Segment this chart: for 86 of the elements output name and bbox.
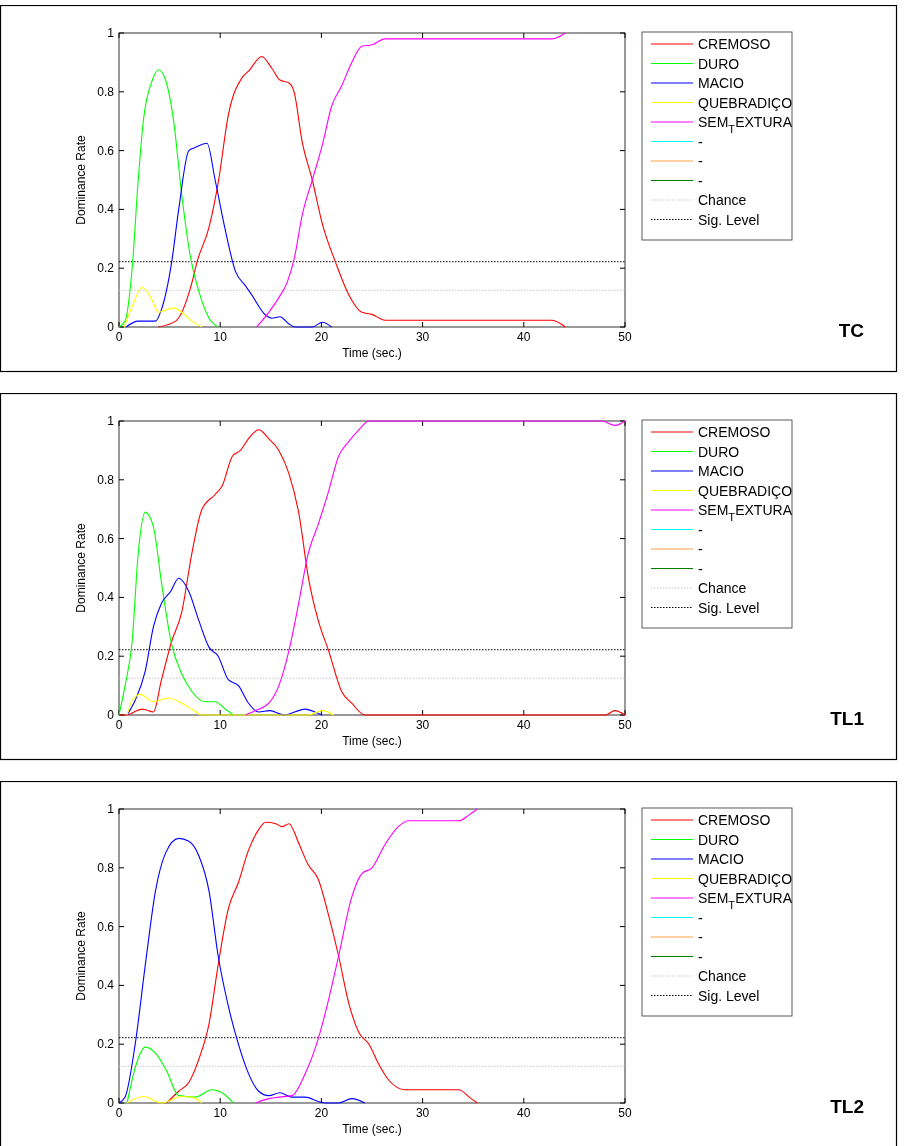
line-series	[126, 693, 335, 716]
legend-label: DURO	[698, 55, 740, 72]
legend-label: -	[698, 929, 703, 945]
legend-label: SEM$_{T}$EXTURA	[698, 502, 793, 523]
text: TC	[838, 320, 865, 341]
line-series	[118, 837, 366, 1104]
legend-label: -	[698, 948, 703, 965]
legend-label: -	[698, 133, 703, 150]
legend-label: CREMOSO	[698, 36, 771, 52]
legend-label: SEM$_{T}$EXTURA	[698, 890, 793, 911]
x-tick-label: 30	[415, 718, 430, 732]
line-series	[256, 32, 566, 328]
line-series	[126, 577, 323, 716]
legend-label: Sig. Level	[698, 599, 760, 616]
legend-label: Sig. Level	[698, 987, 760, 1004]
y-tick-label: 0.2	[97, 1037, 115, 1052]
x-tick-label: 30	[415, 330, 430, 344]
y-axis-title: Dominance Rate	[74, 134, 88, 225]
line-series	[244, 420, 626, 716]
line-series	[123, 286, 203, 328]
legend-label: -	[698, 541, 703, 557]
y-tick-label: 1	[107, 802, 115, 816]
text: TL1	[830, 708, 865, 729]
x-axis-title: Time (sec.)	[342, 1122, 402, 1136]
x-tick-label: 40	[517, 718, 531, 732]
text: TL2	[830, 1096, 864, 1117]
legend-label: QUEBRADIÇO	[698, 482, 793, 499]
y-tick-label: 0.2	[97, 649, 115, 664]
x-tick-label: 20	[314, 330, 329, 344]
line-series	[166, 821, 478, 1104]
legend-label: Chance	[698, 580, 747, 596]
legend-label: DURO	[698, 443, 740, 460]
x-tick-label: 40	[517, 1106, 531, 1120]
legend-label: -	[698, 909, 703, 926]
y-tick-label: 0	[107, 1096, 115, 1110]
legend-label: -	[698, 560, 703, 577]
x-tick-label: 40	[517, 330, 531, 344]
y-tick-label: 1	[107, 414, 115, 428]
legend-label: MACIO	[698, 75, 744, 91]
y-tick-label: 0.8	[97, 472, 115, 487]
legend-label: -	[698, 521, 703, 538]
x-tick-label: 30	[415, 1106, 430, 1120]
legend-label: MACIO	[698, 851, 744, 867]
y-tick-label: 0.4	[97, 590, 115, 605]
line-series	[255, 808, 478, 1104]
y-tick-label: 0.4	[97, 978, 115, 993]
y-tick-label: 0.6	[97, 143, 115, 158]
x-tick-label: 10	[213, 1106, 228, 1120]
line-series	[118, 69, 219, 328]
line-series	[157, 55, 566, 328]
y-tick-label: 0.8	[97, 84, 115, 99]
legend-label: Sig. Level	[698, 211, 760, 228]
x-tick-label: 10	[213, 718, 228, 732]
legend-label: DURO	[698, 831, 740, 848]
x-tick-label: 50	[618, 330, 632, 344]
y-tick-label: 0.2	[97, 261, 115, 276]
x-tick-label: 20	[314, 1106, 329, 1120]
line-series	[118, 511, 234, 716]
legend-label: -	[698, 153, 703, 169]
legend-label: CREMOSO	[698, 812, 771, 828]
y-axis-title: Dominance Rate	[74, 910, 88, 1001]
legend-label: Chance	[698, 192, 747, 208]
y-tick-label: 0.6	[97, 531, 115, 546]
legend-label: QUEBRADIÇO	[698, 94, 793, 111]
y-axis-title: Dominance Rate	[74, 522, 88, 613]
legend-label: Chance	[698, 968, 747, 984]
y-tick-label: 1	[107, 26, 115, 40]
x-tick-label: 10	[213, 330, 228, 344]
legend-label: CREMOSO	[698, 424, 771, 440]
x-axis-title: Time (sec.)	[342, 346, 402, 360]
legend-label: MACIO	[698, 463, 744, 479]
y-tick-label: 0	[107, 320, 115, 334]
y-tick-label: 0	[107, 708, 115, 722]
x-tick-label: 20	[314, 718, 329, 732]
y-tick-label: 0.4	[97, 202, 115, 217]
legend-label: -	[698, 172, 703, 189]
legend-label: QUEBRADIÇO	[698, 870, 793, 887]
legend-label: SEM$_{T}$EXTURA	[698, 114, 793, 135]
x-tick-label: 50	[618, 1106, 632, 1120]
line-series	[126, 1046, 234, 1104]
y-tick-label: 0.6	[97, 919, 115, 934]
line-series	[118, 429, 626, 716]
x-axis-title: Time (sec.)	[342, 734, 402, 748]
x-tick-label: 50	[618, 718, 632, 732]
line-series	[125, 142, 333, 328]
y-tick-label: 0.8	[97, 860, 115, 875]
